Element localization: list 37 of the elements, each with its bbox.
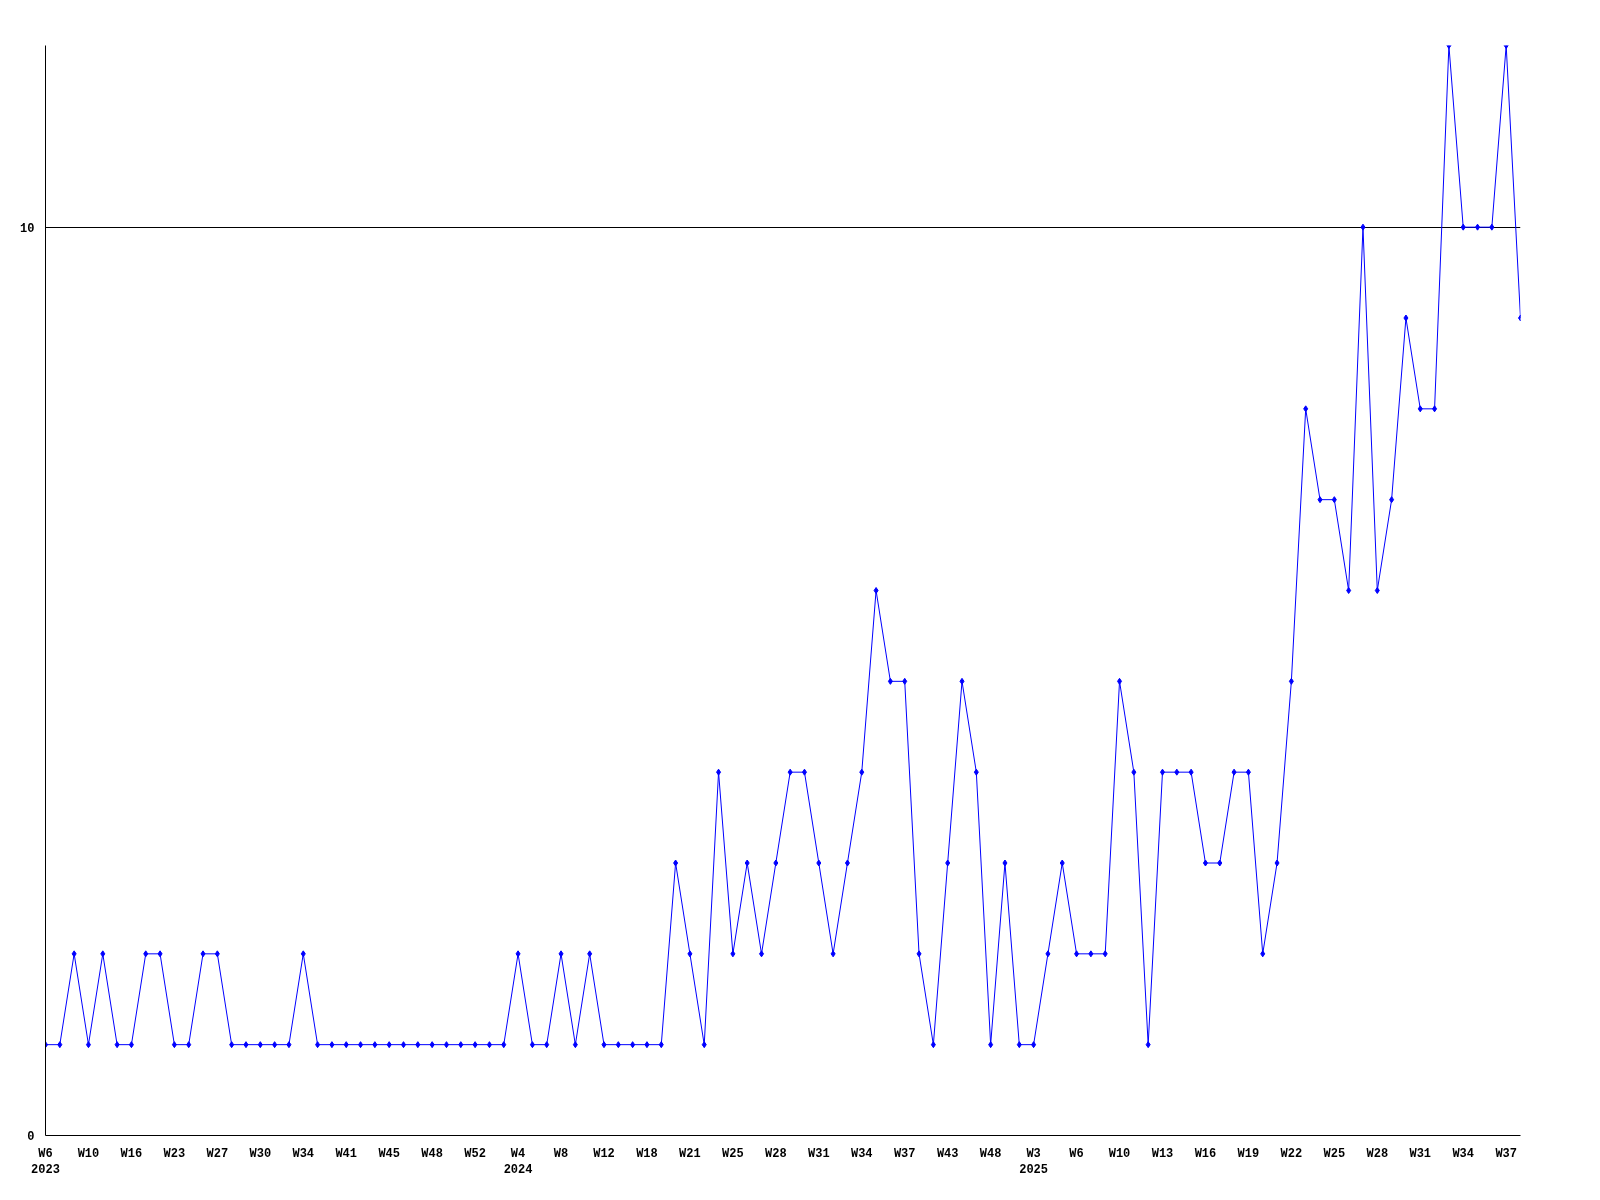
y-tick-label: 10 (20, 221, 35, 236)
x-tick-label: W45 (378, 1146, 400, 1161)
x-tick-label: W28 (765, 1146, 787, 1161)
x-tick-label: W34 (292, 1146, 315, 1161)
x-tick-label: W13 (1151, 1146, 1174, 1161)
x-tick-label: W4 2024 (503, 1146, 533, 1178)
x-tick-label: W23 (163, 1146, 186, 1161)
x-tick-label: W27 (206, 1146, 229, 1161)
x-tick-label: W19 (1237, 1146, 1260, 1161)
x-tick-label: W18 (636, 1146, 658, 1161)
x-tick-label: W10 (1108, 1146, 1131, 1161)
x-tick-label: W25 (1323, 1146, 1346, 1161)
x-tick-label: W21 (679, 1146, 701, 1161)
x-tick-label: W22 (1280, 1146, 1303, 1161)
x-tick-label: W41 (335, 1146, 358, 1161)
y-tick-label: 0 (27, 1130, 35, 1144)
x-tick-label: W37 (1495, 1146, 1517, 1161)
x-tick-label: W34 (850, 1146, 873, 1161)
x-tick-label: W34 (1452, 1146, 1475, 1161)
x-tick-label: W3 2025 (1019, 1146, 1049, 1178)
x-tick-label: W48 (979, 1146, 1002, 1161)
x-tick-label: W10 (77, 1146, 100, 1161)
x-tick-label: W31 (1409, 1146, 1432, 1161)
x-tick-label: W6 (1069, 1146, 1084, 1161)
x-tick-label: W8 (553, 1146, 569, 1161)
x-tick-label: W16 (1194, 1146, 1217, 1161)
x-tick-label: W12 (593, 1146, 615, 1161)
x-tick-label: W25 (722, 1146, 744, 1161)
x-tick-label: W16 (120, 1146, 143, 1161)
x-tick-label: W30 (249, 1146, 272, 1161)
x-tick-label: W31 (808, 1146, 830, 1161)
x-tick-label: W28 (1366, 1146, 1389, 1161)
x-tick-label: W6 2023 (31, 1146, 60, 1178)
x-tick-label: W37 (893, 1146, 916, 1161)
x-tick-label: W52 (464, 1146, 486, 1161)
x-tick-label: W48 (421, 1146, 443, 1161)
x-tick-label: W43 (936, 1146, 959, 1161)
